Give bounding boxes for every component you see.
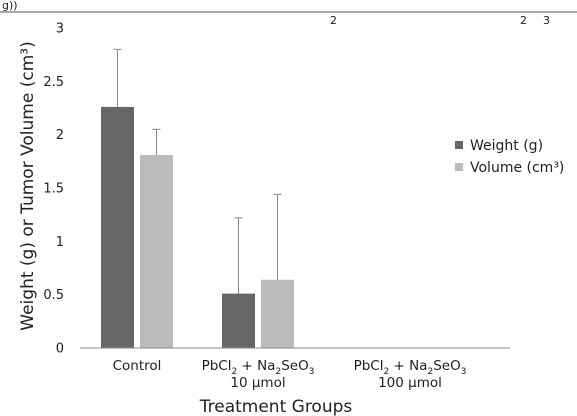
header-fragment-left: g)) xyxy=(2,0,18,12)
bar-volume xyxy=(261,279,294,348)
y-tick-label: 1 xyxy=(56,235,64,250)
legend-label: Weight (g) xyxy=(470,138,543,154)
y-tick-label: 3 xyxy=(56,22,64,37)
x-category-label: PbCl2 + Na2SeO3 xyxy=(202,358,315,377)
x-category-label: PbCl2 + Na2SeO3 xyxy=(354,358,467,377)
legend-label: Volume (cm³) xyxy=(470,160,564,176)
bar-weight xyxy=(101,106,134,348)
header-fragment-sub-2: 2 xyxy=(330,14,337,27)
x-axis-title: Treatment Groups xyxy=(199,397,353,416)
y-tick-label: 2.5 xyxy=(43,75,64,90)
y-axis: 0 0.5 1 1.5 2 2.5 3 xyxy=(43,22,64,357)
y-tick-label: 0.5 xyxy=(43,288,64,303)
x-category-sublabel: 10 µmol xyxy=(230,375,285,391)
legend-swatch xyxy=(455,163,463,171)
x-category-label: Control xyxy=(113,358,162,374)
header-fragment-sub-2b: 2 xyxy=(520,14,527,27)
y-tick-label: 2 xyxy=(56,128,64,143)
bar-weight xyxy=(222,293,255,348)
legend-swatch xyxy=(455,141,463,149)
y-tick-label: 1.5 xyxy=(43,182,64,197)
legend: Weight (g) Volume (cm³) xyxy=(455,138,564,176)
header-fragment-sub-3: 3 xyxy=(543,14,550,27)
bar-volume xyxy=(140,154,173,348)
y-tick-label: 0 xyxy=(56,342,64,357)
y-axis-title: Weight (g) or Tumor Volume (cm³) xyxy=(18,41,38,330)
bars xyxy=(101,48,294,348)
x-category-sublabel: 100 µmol xyxy=(378,375,442,391)
